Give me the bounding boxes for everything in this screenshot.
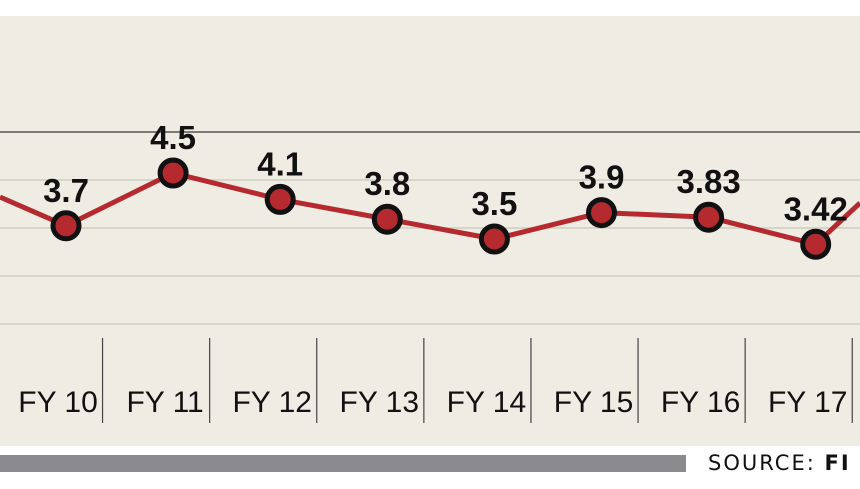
- x-tick-label: FY 15: [554, 386, 634, 419]
- data-label: 3.83: [676, 163, 740, 200]
- data-labels: 3.7 4.5 4.1 3.8 3.5 3.9 3.83 3.42: [43, 119, 848, 227]
- data-point: [157, 157, 189, 189]
- data-point: [371, 203, 403, 235]
- x-tick-label: FY 16: [661, 386, 741, 419]
- x-tick-label: FY 12: [232, 386, 312, 419]
- x-tick-label: FY 11: [126, 386, 203, 419]
- x-tick-label: FY 14: [447, 386, 527, 419]
- data-label: 4.1: [257, 145, 303, 182]
- data-point: [800, 228, 832, 260]
- x-tick-label: FY 10: [18, 386, 98, 419]
- x-tick-label: FY 17: [768, 386, 848, 419]
- source-prefix: SOURCE:: [708, 451, 816, 475]
- footer-bar: [0, 455, 686, 472]
- data-markers: [50, 157, 832, 260]
- plot-background: [0, 16, 860, 446]
- x-tick-label: FY 13: [340, 386, 420, 419]
- source-name: FI: [824, 451, 851, 475]
- source-note: SOURCE: FI: [708, 451, 851, 475]
- data-label: 3.5: [471, 185, 517, 222]
- x-axis: FY 10 FY 11 FY 12 FY 13 FY 14 FY 15 FY 16 FY 17: [18, 338, 853, 423]
- series-line-path: [0, 170, 860, 247]
- series-line: [0, 170, 860, 247]
- data-point: [586, 197, 617, 229]
- data-label: 3.7: [43, 172, 89, 209]
- data-label: 3.42: [784, 190, 848, 227]
- data-point: [50, 210, 82, 242]
- data-label: 3.9: [579, 159, 625, 196]
- data-point: [693, 201, 725, 233]
- data-point: [478, 223, 510, 255]
- data-label: 3.8: [364, 165, 410, 202]
- data-point: [264, 183, 296, 215]
- data-label: 4.5: [150, 119, 196, 156]
